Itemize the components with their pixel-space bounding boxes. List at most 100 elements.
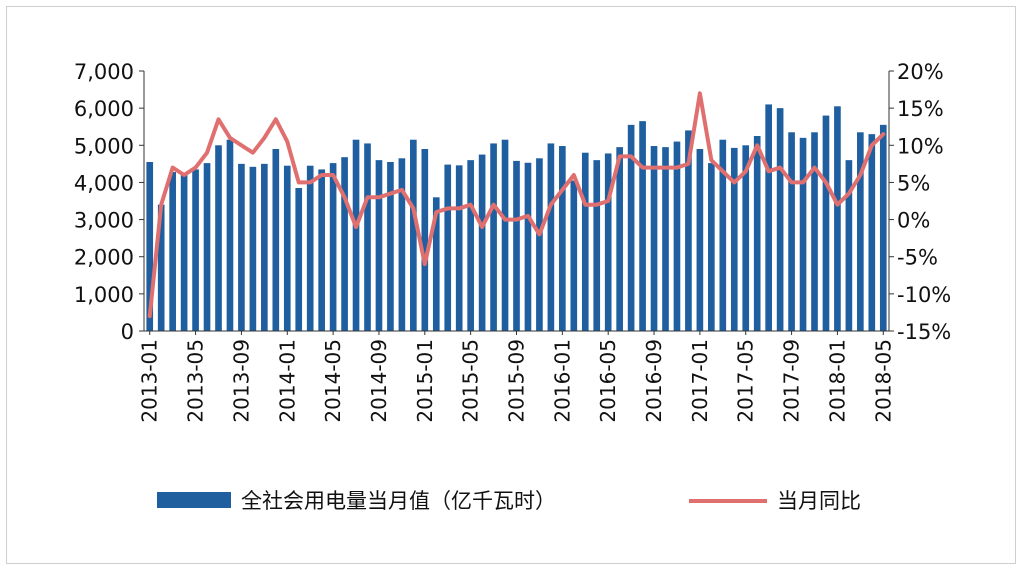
bar	[432, 197, 440, 331]
x-tick-label: 2016-01	[550, 339, 574, 423]
bar	[673, 141, 681, 331]
x-tick-label: 2014-09	[367, 339, 391, 423]
bar	[272, 149, 280, 331]
bar	[581, 152, 589, 331]
bar	[249, 166, 257, 331]
right-tick-label: 10%	[897, 134, 944, 158]
left-tick-label: 1,000	[74, 283, 134, 307]
x-tick-label: 2017-01	[688, 339, 712, 423]
bar	[490, 143, 497, 331]
bar	[444, 164, 452, 331]
bar	[295, 188, 303, 331]
bar	[811, 132, 818, 331]
bar	[616, 147, 623, 331]
bar	[283, 165, 291, 331]
bar	[788, 132, 795, 331]
bar	[639, 121, 646, 331]
bar	[696, 149, 704, 331]
right-tick-label: 5%	[897, 171, 930, 195]
bar	[478, 154, 486, 331]
bar	[776, 108, 784, 331]
bar	[352, 139, 360, 331]
bar	[215, 145, 222, 331]
bar	[524, 162, 532, 331]
left-tick-label: 6,000	[74, 97, 134, 121]
bar	[857, 132, 864, 331]
bar	[180, 175, 188, 331]
bar	[226, 139, 234, 331]
right-tick-label: -10%	[897, 283, 951, 307]
x-tick-label: 2017-09	[780, 339, 804, 423]
bar	[719, 139, 727, 331]
bar	[730, 147, 738, 331]
bar	[467, 160, 474, 331]
bar	[513, 160, 520, 331]
bar	[593, 160, 601, 331]
bar	[650, 146, 658, 331]
bar	[375, 160, 383, 331]
bar	[410, 139, 417, 331]
bar	[157, 204, 165, 331]
x-tick-label: 2013-05	[184, 339, 208, 423]
right-tick-label: 0%	[897, 209, 930, 233]
x-tick-label: 2015-05	[459, 339, 483, 423]
legend-swatch-bar	[157, 492, 231, 508]
bar	[398, 158, 406, 331]
right-tick-label: 20%	[897, 60, 944, 84]
bar	[238, 163, 245, 331]
x-tick-label: 2018-01	[825, 339, 849, 423]
left-tick-label: 4,000	[74, 171, 134, 195]
x-tick-label: 2014-05	[321, 339, 345, 423]
bar	[765, 104, 772, 332]
bar	[306, 165, 314, 331]
bar	[822, 115, 830, 331]
bar	[329, 163, 337, 331]
bar	[879, 124, 887, 331]
right-tick-label: -15%	[897, 320, 951, 344]
bar	[341, 157, 348, 331]
bar	[192, 169, 199, 331]
bar	[627, 124, 635, 331]
x-tick-label: 2016-05	[596, 339, 620, 423]
x-tick-label: 2017-05	[734, 339, 758, 423]
x-tick-label: 2016-09	[642, 339, 666, 423]
bar	[834, 106, 841, 331]
bar	[799, 137, 807, 331]
bar	[387, 162, 394, 331]
bar	[742, 145, 750, 331]
yoy-line	[147, 91, 886, 319]
x-tick-label: 2014-01	[275, 339, 299, 423]
left-tick-label: 7,000	[74, 60, 134, 84]
left-tick-label: 3,000	[74, 209, 134, 233]
bar	[146, 162, 154, 331]
bar	[868, 134, 876, 331]
legend-label-bar: 全社会用电量当月值（亿千瓦时）	[241, 489, 556, 513]
right-tick-label: -5%	[897, 246, 938, 270]
left-tick-label: 2,000	[74, 246, 134, 270]
bar	[845, 160, 853, 331]
bar	[203, 163, 211, 331]
bar	[662, 147, 669, 331]
bar	[421, 149, 429, 331]
bar	[685, 130, 692, 331]
bar	[318, 169, 325, 331]
bar	[547, 143, 555, 331]
left-tick-label: 5,000	[74, 134, 134, 158]
x-tick-label: 2018-05	[871, 339, 895, 423]
x-tick-label: 2013-09	[229, 339, 253, 423]
left-tick-label: 0	[121, 320, 134, 344]
bar	[559, 146, 566, 331]
x-tick-label: 2013-01	[138, 339, 162, 423]
chart: 0 1,000 2,000 3,000 4,000 5,000 6,000 7,000 -15%…	[74, 60, 951, 513]
bar	[169, 172, 176, 331]
bar	[364, 143, 371, 331]
legend-label-line: 当月同比	[777, 489, 861, 513]
bar	[708, 163, 715, 331]
chart-frame: 0 1,000 2,000 3,000 4,000 5,000 6,000 7,000 -15%…	[6, 6, 1016, 564]
bar	[604, 153, 612, 331]
bar	[570, 180, 578, 331]
x-tick-label: 2015-01	[413, 339, 437, 423]
x-tick-label: 2015-09	[505, 339, 529, 423]
bar	[536, 158, 543, 331]
bar	[261, 163, 268, 331]
